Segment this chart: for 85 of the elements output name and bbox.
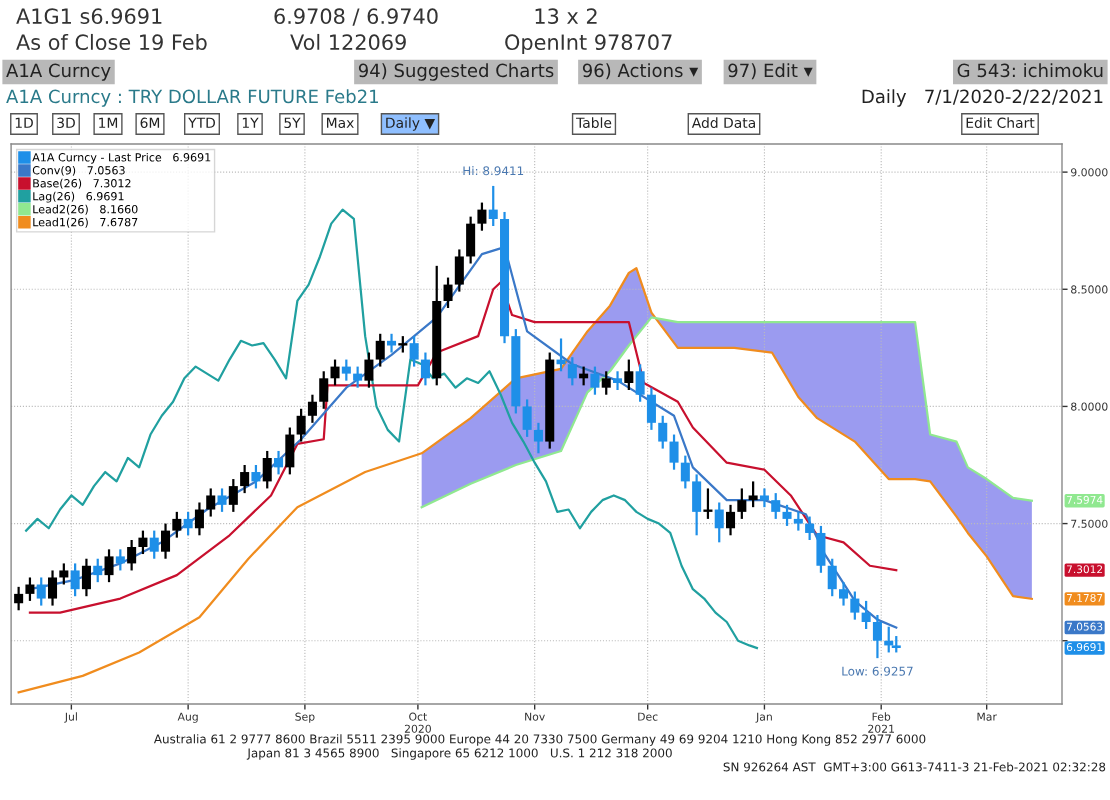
candlestick bbox=[771, 492, 781, 521]
line-series bbox=[420, 316, 1033, 509]
line-series bbox=[25, 208, 759, 650]
candlestick bbox=[861, 599, 871, 631]
candlestick bbox=[635, 363, 645, 403]
text: 97) Edit ▾ bbox=[728, 63, 813, 80]
candlestick bbox=[81, 557, 91, 598]
chart-title: A1A Curncy : TRY DOLLAR FUTURE Feb21 bbox=[6, 89, 378, 107]
candlestick bbox=[240, 463, 250, 495]
candlestick bbox=[646, 386, 656, 431]
candlestick bbox=[375, 332, 385, 368]
candlestick bbox=[36, 576, 46, 607]
candlestick bbox=[839, 581, 849, 607]
candlestick bbox=[127, 538, 137, 572]
candlestick bbox=[601, 370, 611, 396]
candlestick bbox=[680, 454, 690, 490]
candlestick bbox=[488, 184, 498, 228]
candlestick bbox=[454, 248, 464, 293]
candlestick bbox=[872, 613, 882, 660]
candlestick bbox=[104, 548, 114, 584]
candlestick bbox=[172, 510, 182, 539]
candlestick bbox=[296, 407, 306, 443]
candlestick bbox=[533, 421, 543, 455]
candlestick bbox=[285, 426, 295, 476]
text: Vol 122069 bbox=[290, 33, 406, 51]
candlestick bbox=[251, 463, 261, 490]
candlestick bbox=[748, 480, 758, 509]
candlestick bbox=[567, 356, 577, 387]
candlestick bbox=[850, 590, 860, 621]
candlestick bbox=[466, 215, 476, 265]
candlestick bbox=[14, 585, 24, 612]
text: 96) Actions ▾ bbox=[582, 63, 699, 80]
text: 6.9708 / 6.9740 bbox=[274, 8, 438, 26]
candlestick bbox=[624, 358, 634, 392]
candlestick bbox=[613, 370, 623, 392]
candlestick bbox=[183, 510, 193, 537]
candlestick bbox=[737, 487, 747, 521]
candlestick bbox=[726, 503, 736, 537]
candlestick bbox=[522, 398, 532, 438]
candlestick bbox=[590, 365, 600, 396]
candlestick bbox=[692, 473, 702, 537]
candlestick bbox=[341, 358, 351, 382]
candlestick bbox=[793, 510, 803, 532]
chart-subtitle: Daily 7/1/2020-2/22/2021 bbox=[862, 89, 1103, 107]
text: 13 x 2 bbox=[535, 8, 597, 25]
text: A1A Curncy bbox=[6, 63, 111, 81]
candlestick bbox=[217, 487, 227, 513]
candlestick bbox=[443, 276, 453, 310]
candlestick bbox=[364, 351, 374, 389]
candlestick bbox=[827, 557, 837, 598]
candlestick bbox=[115, 548, 125, 572]
candlestick bbox=[25, 576, 35, 603]
candlestick bbox=[93, 557, 103, 584]
candlestick bbox=[319, 370, 329, 410]
candlestick bbox=[353, 365, 363, 389]
candlestick bbox=[330, 358, 340, 387]
candlestick bbox=[48, 569, 58, 607]
candlestick bbox=[228, 477, 238, 513]
text: 94) Suggested Charts bbox=[358, 63, 554, 81]
text: A1G1 s6.9691 bbox=[16, 8, 162, 25]
candlestick bbox=[782, 503, 792, 528]
candlestick bbox=[816, 524, 826, 574]
candlestick bbox=[161, 522, 171, 560]
candlestick bbox=[59, 562, 69, 586]
candlestick bbox=[194, 501, 204, 537]
candlestick bbox=[138, 529, 148, 556]
text: OpenInt 978707 bbox=[505, 34, 672, 55]
text: G 543: ichimoku bbox=[957, 63, 1103, 78]
candlestick bbox=[70, 562, 80, 598]
candlestick bbox=[274, 449, 284, 476]
line-series bbox=[17, 267, 1033, 694]
candlestick bbox=[420, 351, 430, 387]
candlestick bbox=[149, 529, 159, 560]
candlestick bbox=[262, 449, 272, 490]
candlestick bbox=[409, 335, 419, 368]
candlestick bbox=[307, 393, 317, 424]
candlestick bbox=[206, 487, 216, 518]
candlestick bbox=[759, 487, 769, 509]
candlestick bbox=[658, 414, 668, 450]
candlestick bbox=[387, 332, 397, 354]
candlestick bbox=[714, 501, 724, 544]
candlestick bbox=[805, 515, 815, 542]
candlestick bbox=[669, 433, 679, 471]
candlestick bbox=[477, 201, 487, 232]
text: As of Close 19 Feb bbox=[16, 33, 207, 51]
